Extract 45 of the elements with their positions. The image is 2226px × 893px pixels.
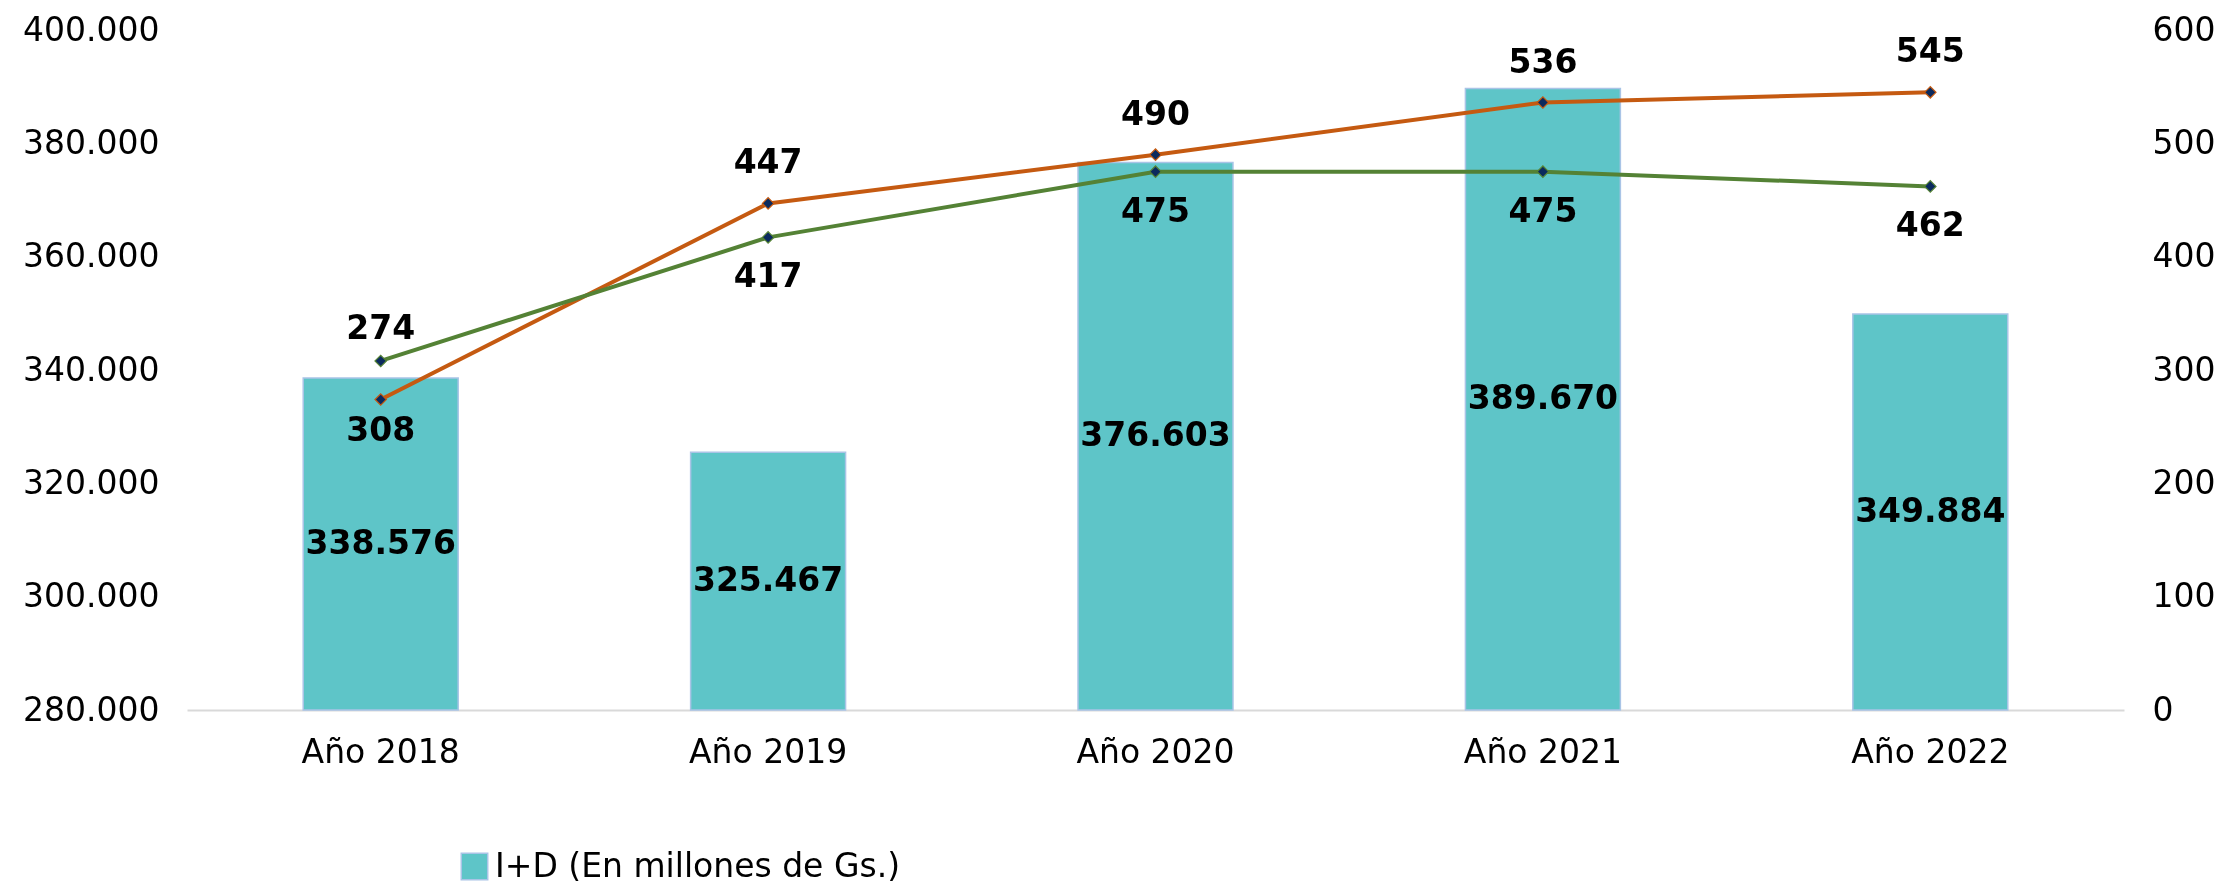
data-label: 545 bbox=[1895, 31, 1965, 71]
x-tick-label: Año 2022 bbox=[1851, 731, 2010, 771]
y2-tick-label: 400 bbox=[2152, 236, 2216, 276]
x-tick-label: Año 2019 bbox=[689, 731, 848, 771]
point bbox=[761, 231, 775, 244]
data-label: 490 bbox=[1121, 93, 1190, 133]
x-tick-label: Año 2021 bbox=[1463, 731, 1622, 771]
point bbox=[761, 197, 775, 210]
x-tick-label: Año 2018 bbox=[301, 731, 460, 771]
data-label: 447 bbox=[733, 142, 803, 182]
y2-tick-label: 500 bbox=[2152, 122, 2216, 162]
data-label: 462 bbox=[1895, 205, 1965, 245]
point bbox=[374, 393, 387, 406]
point bbox=[1536, 96, 1550, 109]
data-label: 274 bbox=[346, 307, 416, 347]
y2-tick-label: 200 bbox=[2152, 462, 2216, 502]
x-tick-label: Año 2020 bbox=[1076, 731, 1235, 771]
data-label: 417 bbox=[733, 256, 803, 296]
data-label: 325.467 bbox=[692, 560, 844, 600]
data-label: 376.603 bbox=[1080, 415, 1231, 455]
y2-tick-label: 0 bbox=[2152, 689, 2174, 729]
y-tick-label: 300.000 bbox=[23, 576, 160, 616]
data-label: 338.576 bbox=[305, 523, 456, 563]
y-tick-label: 380.000 bbox=[23, 122, 160, 162]
y2-tick-label: 300 bbox=[2152, 349, 2216, 389]
point bbox=[374, 354, 387, 368]
point bbox=[1536, 165, 1550, 178]
data-label: 349.884 bbox=[1855, 491, 2006, 530]
data-label: 475 bbox=[1508, 190, 1578, 230]
data-label: 308 bbox=[346, 410, 416, 450]
point bbox=[1924, 180, 1937, 193]
y-tick-label: 360.000 bbox=[23, 236, 160, 276]
y2-tick-label: 600 bbox=[2152, 9, 2216, 49]
y2-tick-label: 100 bbox=[2152, 576, 2216, 616]
data-label: 475 bbox=[1121, 190, 1190, 230]
legend-label: I+D (En millones de Gs.) bbox=[495, 845, 901, 885]
y-tick-label: 340.000 bbox=[23, 349, 160, 389]
data-label: 389.670 bbox=[1467, 378, 1619, 418]
y-tick-label: 400.000 bbox=[23, 9, 160, 49]
y-tick-label: 280.000 bbox=[23, 689, 160, 729]
point bbox=[1924, 86, 1937, 99]
data-label: 536 bbox=[1508, 41, 1578, 81]
point bbox=[1149, 148, 1162, 161]
point bbox=[1149, 165, 1162, 178]
y-tick-label: 320.000 bbox=[23, 462, 160, 502]
